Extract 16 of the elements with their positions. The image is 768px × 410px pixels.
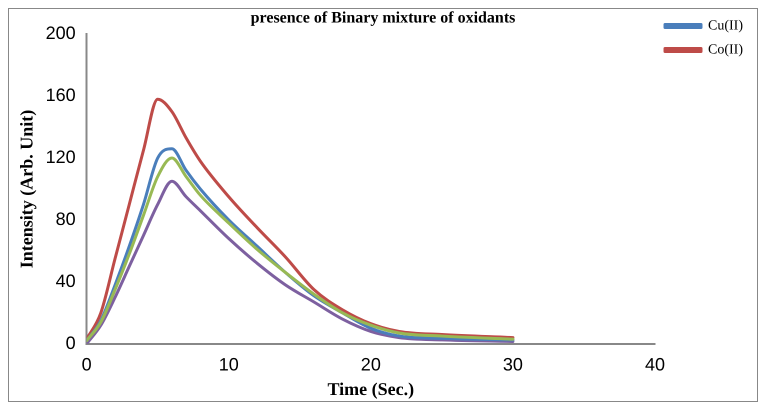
x-tick-label: 20	[360, 354, 381, 375]
legend-label: Cu(II)	[708, 18, 744, 34]
y-tick-label: 200	[46, 23, 76, 44]
x-tick-label: 40	[645, 354, 666, 375]
y-tick-label: 120	[46, 147, 76, 168]
y-axis-title: Intensity (Arb. Unit)	[16, 110, 36, 268]
y-tick-label: 160	[46, 85, 76, 106]
x-axis-title: Time (Sec.)	[327, 378, 414, 399]
x-tick-label: 0	[82, 354, 92, 375]
x-tick-label: 10	[218, 354, 239, 375]
legend-label: Co(II)	[708, 42, 744, 58]
y-tick-label: 0	[66, 332, 76, 353]
x-tick-label: 30	[502, 354, 523, 375]
chart-title: presence of Binary mixture of oxidants	[250, 10, 516, 27]
y-tick-label: 80	[56, 208, 76, 229]
y-tick-label: 40	[56, 270, 76, 291]
